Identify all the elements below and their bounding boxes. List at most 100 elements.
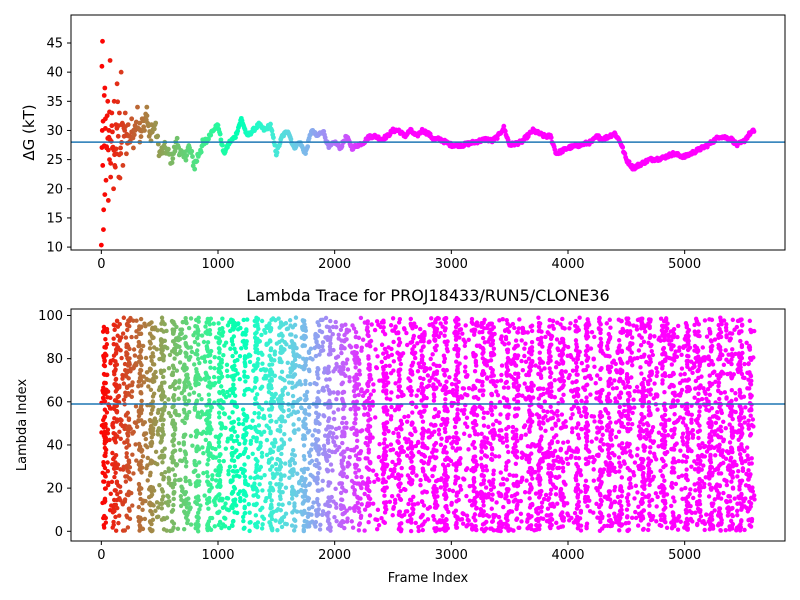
lambda-point bbox=[565, 439, 571, 444]
lambda-point bbox=[426, 478, 432, 483]
lambda-point bbox=[137, 467, 142, 472]
delta-g-point bbox=[141, 124, 147, 130]
lambda-point bbox=[715, 466, 721, 472]
lambda-point bbox=[612, 499, 618, 505]
lambda-point bbox=[254, 465, 259, 470]
delta-g-point bbox=[111, 98, 117, 104]
lambda-point bbox=[502, 342, 507, 347]
lambda-point bbox=[522, 381, 527, 386]
delta-g-point bbox=[131, 145, 136, 151]
lambda-point bbox=[466, 385, 472, 391]
delta-g-point bbox=[151, 126, 157, 132]
lambda-point bbox=[634, 324, 639, 329]
lambda-point bbox=[649, 348, 654, 354]
lambda-point bbox=[427, 378, 432, 383]
lambda-point bbox=[111, 425, 116, 430]
lambda-point bbox=[208, 424, 213, 430]
lambda-point bbox=[125, 437, 130, 443]
delta-g-point bbox=[144, 104, 150, 110]
lambda-point bbox=[201, 355, 207, 361]
lambda-point bbox=[195, 335, 200, 341]
lambda-point bbox=[376, 454, 382, 460]
lambda-point bbox=[404, 330, 409, 336]
lambda-point bbox=[317, 527, 323, 532]
lambda-point bbox=[118, 489, 123, 495]
lambda-point bbox=[653, 392, 659, 397]
lambda-point bbox=[259, 332, 264, 338]
lambda-point bbox=[665, 449, 670, 455]
lambda-point bbox=[143, 436, 149, 442]
delta-g-point bbox=[303, 151, 308, 157]
lambda-point bbox=[475, 323, 480, 328]
lambda-point bbox=[634, 453, 640, 458]
lambda-point bbox=[679, 352, 684, 358]
delta-g-point bbox=[99, 128, 105, 133]
lambda-point bbox=[436, 379, 441, 384]
lambda-point bbox=[113, 376, 119, 382]
lambda-point bbox=[525, 330, 530, 335]
lambda-point bbox=[740, 468, 746, 474]
lambda-point bbox=[453, 337, 459, 342]
lambda-point bbox=[693, 488, 698, 493]
lambda-point bbox=[231, 474, 236, 479]
lambda-point bbox=[320, 340, 326, 345]
lambda-point bbox=[345, 367, 351, 372]
lambda-point bbox=[673, 481, 679, 487]
lambda-point bbox=[101, 479, 106, 484]
lambda-point bbox=[166, 494, 171, 500]
lambda-point bbox=[591, 478, 596, 483]
lambda-point bbox=[181, 490, 186, 495]
lambda-point bbox=[553, 423, 558, 428]
lambda-point bbox=[371, 382, 376, 387]
lambda-point bbox=[254, 524, 260, 530]
lambda-point bbox=[463, 421, 468, 426]
lambda-point bbox=[117, 338, 122, 343]
lambda-point bbox=[100, 329, 106, 334]
lambda-point bbox=[254, 330, 259, 335]
lambda-point bbox=[658, 468, 663, 474]
lambda-point bbox=[181, 500, 186, 506]
lambda-point bbox=[188, 316, 194, 321]
lambda-point bbox=[427, 505, 433, 510]
lambda-point bbox=[129, 382, 135, 388]
lambda-point bbox=[232, 429, 237, 434]
lambda-point bbox=[356, 528, 362, 533]
delta-g-point bbox=[114, 151, 119, 157]
lambda-point bbox=[150, 428, 155, 434]
lambda-point bbox=[347, 454, 352, 460]
lambda-point bbox=[148, 528, 153, 533]
lambda-point bbox=[237, 377, 242, 382]
lambda-point bbox=[331, 416, 337, 422]
lambda-point bbox=[520, 393, 525, 398]
lambda-point bbox=[742, 420, 747, 425]
lambda-point bbox=[742, 375, 747, 381]
lambda-point bbox=[522, 423, 528, 428]
lambda-point bbox=[153, 508, 158, 514]
lambda-point bbox=[390, 513, 395, 518]
lambda-point bbox=[136, 409, 142, 415]
lambda-point bbox=[678, 372, 683, 377]
lambda-point bbox=[654, 519, 659, 524]
lambda-point bbox=[466, 447, 471, 452]
lambda-point bbox=[654, 504, 659, 509]
delta-g-point bbox=[219, 142, 225, 148]
lambda-point bbox=[182, 420, 187, 426]
delta-g-point bbox=[111, 186, 116, 192]
lambda-point bbox=[103, 515, 108, 521]
lambda-point bbox=[689, 420, 694, 425]
x-tick-label: 2000 bbox=[318, 257, 351, 272]
lambda-point bbox=[474, 343, 480, 348]
lambda-point bbox=[102, 415, 107, 420]
lambda-point bbox=[541, 421, 546, 426]
lambda-point bbox=[561, 440, 566, 445]
lambda-point bbox=[429, 316, 434, 321]
lambda-point bbox=[464, 415, 470, 420]
lambda-point bbox=[500, 476, 506, 481]
lambda-point bbox=[416, 388, 421, 393]
lambda-point bbox=[553, 492, 559, 497]
lambda-point bbox=[247, 353, 253, 358]
lambda-point bbox=[555, 501, 560, 506]
lambda-point bbox=[110, 450, 115, 456]
lambda-point bbox=[700, 345, 705, 350]
